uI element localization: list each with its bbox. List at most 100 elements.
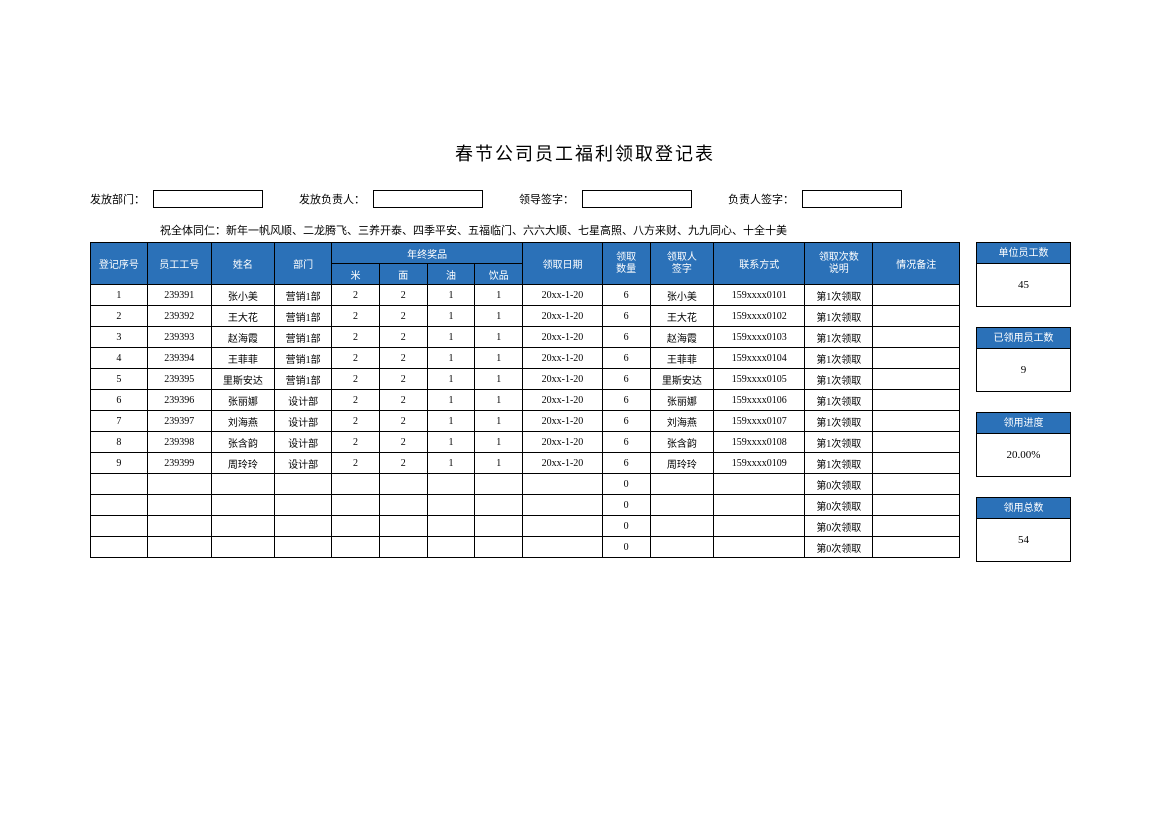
cell-contact: 159xxxx0109 bbox=[714, 453, 805, 474]
cell-seq: 6 bbox=[91, 390, 148, 411]
cell-seq: 4 bbox=[91, 348, 148, 369]
cell-name bbox=[211, 474, 275, 495]
cell-oil: 1 bbox=[427, 327, 475, 348]
person-label: 发放负责人： bbox=[299, 191, 365, 207]
cell-contact: 159xxxx0101 bbox=[714, 285, 805, 306]
stat-total-qty-label: 领用总数 bbox=[977, 498, 1070, 519]
cell-signer: 王菲菲 bbox=[650, 348, 714, 369]
cell-qty: 6 bbox=[602, 369, 650, 390]
cell-times: 第1次领取 bbox=[805, 390, 873, 411]
th-date: 领取日期 bbox=[523, 243, 603, 285]
cell-drink: 1 bbox=[475, 306, 523, 327]
cell-emp_id: 239395 bbox=[147, 369, 211, 390]
cell-name: 里斯安达 bbox=[211, 369, 275, 390]
cell-times: 第1次领取 bbox=[805, 306, 873, 327]
cell-remark bbox=[873, 516, 960, 537]
cell-signer: 张小美 bbox=[650, 285, 714, 306]
cell-contact: 159xxxx0107 bbox=[714, 411, 805, 432]
th-contact: 联系方式 bbox=[714, 243, 805, 285]
cell-remark bbox=[873, 306, 960, 327]
stat-total-emp-label: 单位员工数 bbox=[977, 243, 1070, 264]
cell-seq bbox=[91, 537, 148, 558]
cell-times: 第1次领取 bbox=[805, 453, 873, 474]
cell-dept: 设计部 bbox=[275, 390, 332, 411]
cell-seq: 5 bbox=[91, 369, 148, 390]
cell-rice: 2 bbox=[332, 348, 380, 369]
cell-qty: 6 bbox=[602, 306, 650, 327]
cell-times: 第0次领取 bbox=[805, 516, 873, 537]
cell-noodle: 2 bbox=[379, 348, 427, 369]
cell-qty: 0 bbox=[602, 474, 650, 495]
cell-rice: 2 bbox=[332, 453, 380, 474]
cell-emp_id: 239397 bbox=[147, 411, 211, 432]
cell-seq: 7 bbox=[91, 411, 148, 432]
cell-rice bbox=[332, 495, 380, 516]
stat-total-emp-value: 45 bbox=[977, 264, 1070, 306]
cell-dept bbox=[275, 495, 332, 516]
cell-drink: 1 bbox=[475, 348, 523, 369]
th-drink: 饮品 bbox=[475, 264, 523, 285]
cell-dept bbox=[275, 537, 332, 558]
cell-name: 刘海燕 bbox=[211, 411, 275, 432]
cell-contact bbox=[714, 474, 805, 495]
stat-total-qty-value: 54 bbox=[977, 519, 1070, 561]
leader-input-box[interactable] bbox=[582, 190, 692, 208]
cell-noodle: 2 bbox=[379, 327, 427, 348]
page-title: 春节公司员工福利领取登记表 bbox=[90, 140, 1080, 166]
dept-label: 发放部门： bbox=[90, 191, 145, 207]
cell-noodle: 2 bbox=[379, 306, 427, 327]
cell-remark bbox=[873, 432, 960, 453]
cell-date bbox=[523, 516, 603, 537]
dept-input-box[interactable] bbox=[153, 190, 263, 208]
cell-emp_id: 239391 bbox=[147, 285, 211, 306]
cell-oil bbox=[427, 516, 475, 537]
th-rice: 米 bbox=[332, 264, 380, 285]
cell-dept: 营销1部 bbox=[275, 285, 332, 306]
cell-qty: 6 bbox=[602, 432, 650, 453]
cell-times: 第0次领取 bbox=[805, 474, 873, 495]
cell-seq: 1 bbox=[91, 285, 148, 306]
cell-drink bbox=[475, 495, 523, 516]
table-row: 0 第0次领取 bbox=[91, 474, 960, 495]
cell-seq bbox=[91, 474, 148, 495]
person-input-box[interactable] bbox=[373, 190, 483, 208]
cell-rice bbox=[332, 537, 380, 558]
cell-date: 20xx-1-20 bbox=[523, 390, 603, 411]
th-name: 姓名 bbox=[211, 243, 275, 285]
cell-date: 20xx-1-20 bbox=[523, 411, 603, 432]
cell-contact: 159xxxx0102 bbox=[714, 306, 805, 327]
cell-times: 第0次领取 bbox=[805, 495, 873, 516]
cell-qty: 6 bbox=[602, 285, 650, 306]
cell-name bbox=[211, 495, 275, 516]
cell-drink bbox=[475, 474, 523, 495]
stat-received-emp-value: 9 bbox=[977, 349, 1070, 391]
cell-emp_id bbox=[147, 537, 211, 558]
stat-progress-label: 领用进度 bbox=[977, 413, 1070, 434]
cell-rice bbox=[332, 474, 380, 495]
cell-qty: 0 bbox=[602, 495, 650, 516]
table-row: 5239395里斯安达营销1部221120xx-1-206里斯安达159xxxx… bbox=[91, 369, 960, 390]
cell-emp_id bbox=[147, 474, 211, 495]
cell-rice: 2 bbox=[332, 306, 380, 327]
cell-seq: 8 bbox=[91, 432, 148, 453]
th-times: 领取次数说明 bbox=[805, 243, 873, 285]
cell-date: 20xx-1-20 bbox=[523, 432, 603, 453]
cell-name bbox=[211, 516, 275, 537]
cell-noodle: 2 bbox=[379, 411, 427, 432]
cell-contact: 159xxxx0108 bbox=[714, 432, 805, 453]
stat-progress: 领用进度 20.00% bbox=[976, 412, 1071, 477]
cell-times: 第1次领取 bbox=[805, 348, 873, 369]
cell-noodle: 2 bbox=[379, 432, 427, 453]
resp-input-box[interactable] bbox=[802, 190, 902, 208]
cell-dept: 设计部 bbox=[275, 432, 332, 453]
cell-drink: 1 bbox=[475, 327, 523, 348]
cell-emp_id: 239398 bbox=[147, 432, 211, 453]
cell-times: 第1次领取 bbox=[805, 327, 873, 348]
cell-rice: 2 bbox=[332, 432, 380, 453]
cell-remark bbox=[873, 474, 960, 495]
table-row: 0 第0次领取 bbox=[91, 495, 960, 516]
cell-noodle: 2 bbox=[379, 453, 427, 474]
cell-signer: 张含韵 bbox=[650, 432, 714, 453]
leader-label: 领导签字： bbox=[519, 191, 574, 207]
stats-sidebar: 单位员工数 45 已领用员工数 9 领用进度 20.00% 领用总数 54 bbox=[976, 242, 1071, 562]
